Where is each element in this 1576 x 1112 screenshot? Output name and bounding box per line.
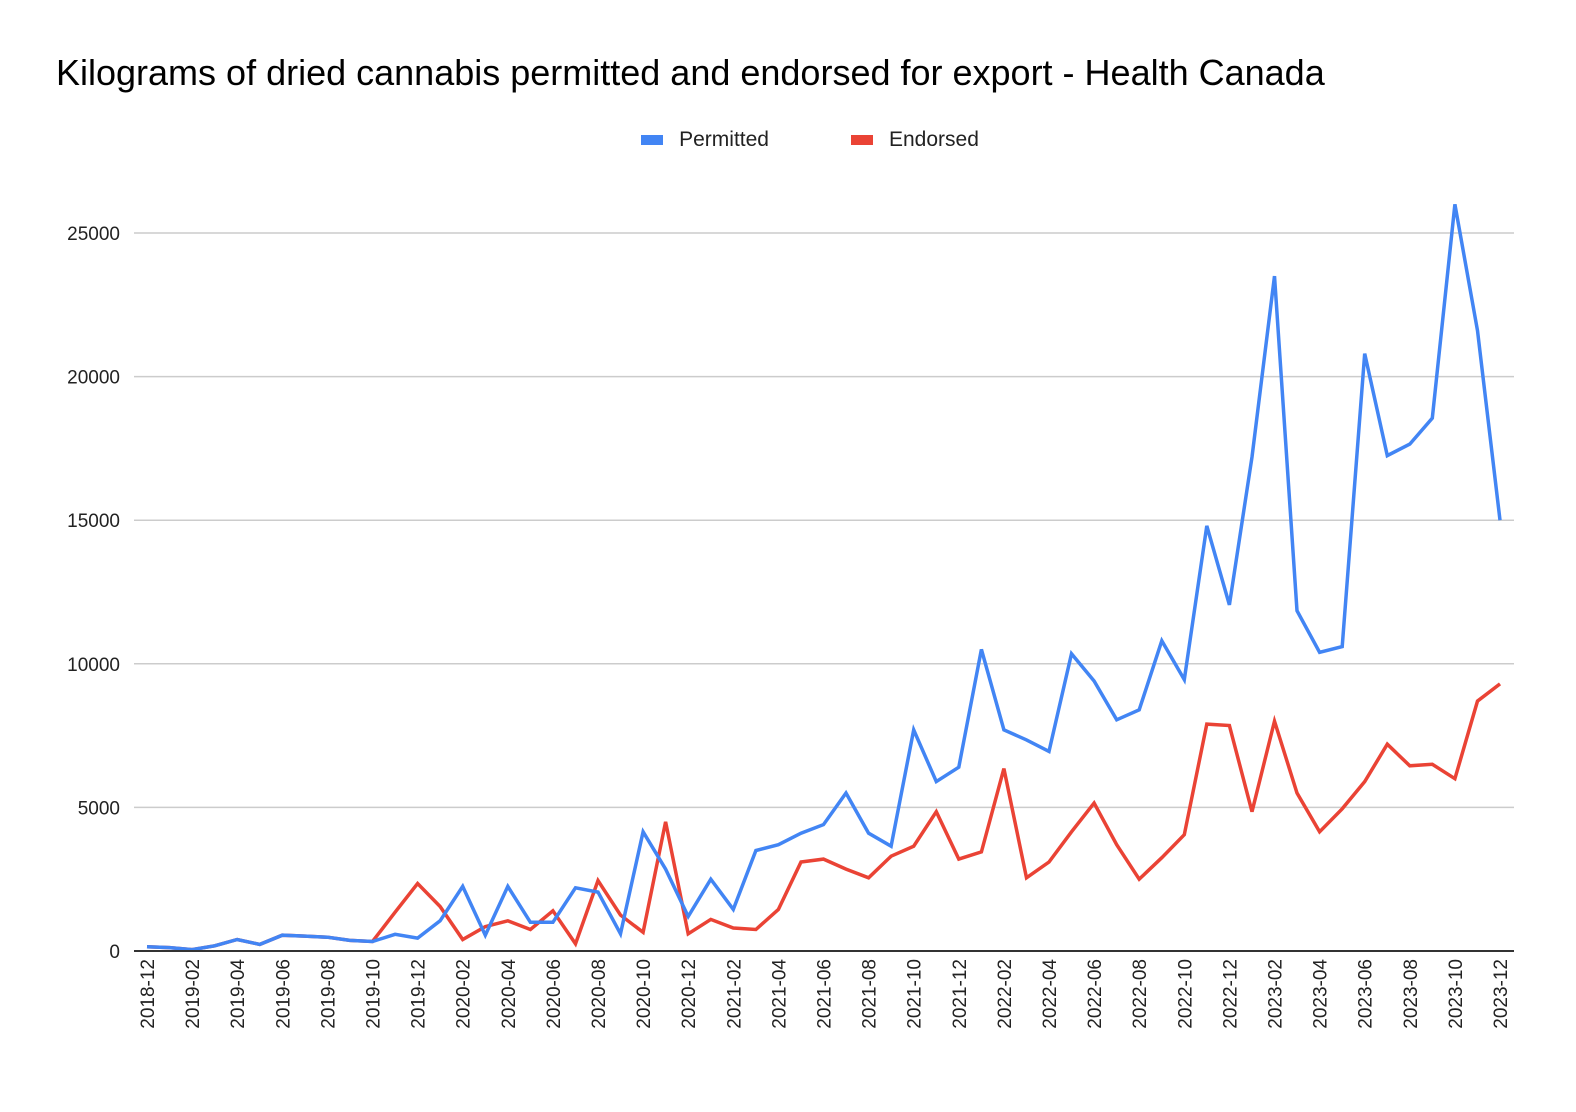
x-tick-label: 2020-12	[679, 959, 700, 1029]
y-tick-label: 5000	[78, 798, 120, 819]
x-tick-label: 2023-04	[1311, 959, 1332, 1029]
x-tick-label: 2020-10	[634, 959, 655, 1029]
legend-swatch-permitted	[641, 135, 664, 145]
legend-item-permitted[interactable]: Permitted	[641, 128, 769, 152]
x-tick-label: 2019-08	[318, 959, 339, 1029]
x-tick-label: 2021-10	[905, 959, 926, 1029]
x-tick-label: 2022-04	[1040, 959, 1061, 1029]
y-axis-ticks: 0 5000 10000 15000 20000 25000	[67, 224, 120, 963]
x-tick-label: 2019-06	[273, 959, 294, 1029]
gridlines	[134, 232, 1514, 809]
x-tick-label: 2021-12	[950, 959, 971, 1029]
x-tick-label: 2023-12	[1491, 959, 1512, 1029]
series-line-permitted	[146, 203, 1502, 952]
x-tick-label: 2020-02	[454, 959, 475, 1029]
x-tick-label: 2023-06	[1356, 959, 1377, 1029]
x-tick-label: 2023-08	[1401, 959, 1422, 1029]
legend-swatch-endorsed	[850, 135, 873, 145]
legend-label-endorsed: Endorsed	[888, 128, 979, 151]
y-tick-label: 0	[109, 942, 120, 963]
x-tick-label: 2022-08	[1130, 959, 1151, 1029]
x-tick-label: 2022-02	[995, 959, 1016, 1029]
x-tick-label: 2023-10	[1446, 959, 1467, 1029]
x-tick-label: 2020-06	[544, 959, 565, 1029]
x-tick-label: 2019-10	[364, 959, 385, 1029]
x-tick-label: 2020-04	[499, 959, 520, 1029]
series-line-endorsed	[146, 682, 1502, 952]
x-tick-label: 2019-12	[409, 959, 430, 1029]
x-tick-label: 2019-02	[183, 959, 204, 1029]
x-tick-label: 2022-12	[1220, 959, 1241, 1029]
x-tick-label: 2019-04	[228, 959, 249, 1029]
x-tick-label: 2021-06	[815, 959, 836, 1029]
x-tick-label: 2021-04	[769, 959, 790, 1029]
chart-title: Kilograms of dried cannabis permitted an…	[56, 52, 1325, 93]
x-tick-label: 2018-12	[138, 959, 159, 1029]
x-tick-label: 2021-02	[724, 959, 745, 1029]
x-tick-label: 2021-08	[860, 959, 881, 1029]
x-tick-label: 2020-08	[589, 959, 610, 1029]
series-lines	[146, 203, 1502, 952]
x-axis-ticks: 2018-12 2019-02 2019-04 2019-06 2019-08 2019-…	[138, 959, 1512, 1029]
x-tick-label: 2022-10	[1175, 959, 1196, 1029]
y-tick-label: 25000	[67, 224, 120, 245]
y-tick-label: 10000	[67, 655, 120, 676]
legend-label-permitted: Permitted	[679, 128, 769, 151]
legend-item-endorsed[interactable]: Endorsed	[850, 128, 979, 152]
y-tick-label: 15000	[67, 511, 120, 532]
y-tick-label: 20000	[67, 368, 120, 389]
x-tick-label: 2023-02	[1266, 959, 1287, 1029]
legend: Permitted Endorsed	[0, 128, 1576, 152]
x-tick-label: 2022-06	[1085, 959, 1106, 1029]
